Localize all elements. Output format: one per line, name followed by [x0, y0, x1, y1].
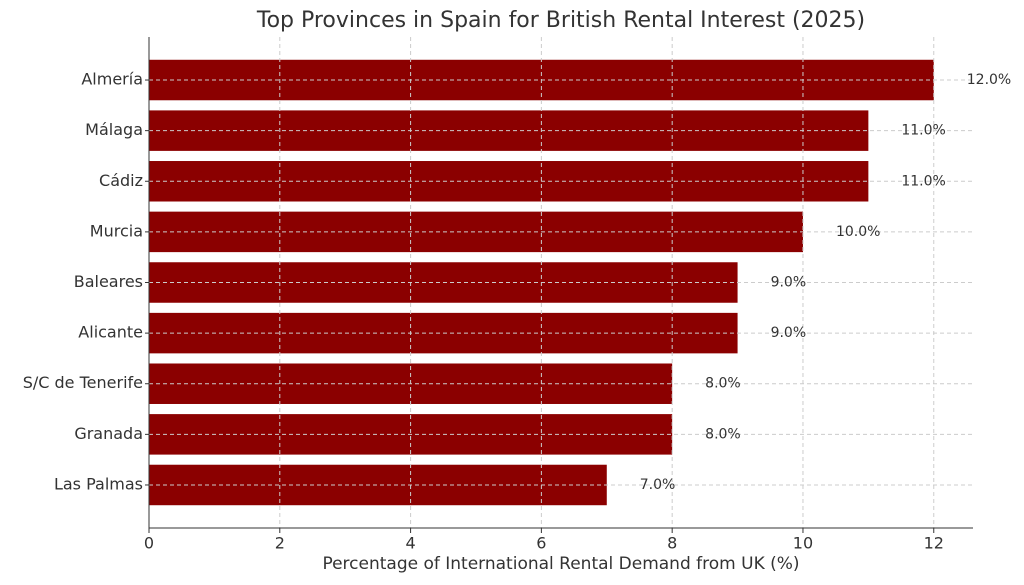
- x-tick-label: 6: [536, 534, 546, 553]
- y-tick-label: Las Palmas: [54, 474, 143, 493]
- chart-title: Top Provinces in Spain for British Renta…: [256, 8, 865, 33]
- x-tick-label: 2: [275, 534, 285, 553]
- x-axis-label: Percentage of International Rental Deman…: [322, 554, 799, 574]
- y-tick-label: Alicante: [78, 323, 143, 342]
- y-tick-label: Murcia: [90, 221, 143, 240]
- value-label: 7.0%: [640, 477, 676, 493]
- value-label: 9.0%: [771, 275, 807, 291]
- bar: [149, 464, 607, 506]
- value-label: 9.0%: [771, 325, 807, 341]
- value-label: 10.0%: [836, 224, 880, 240]
- value-label: 11.0%: [901, 123, 945, 139]
- value-label: 8.0%: [705, 426, 741, 442]
- x-tick-label: 0: [144, 534, 154, 553]
- value-label: 11.0%: [901, 173, 945, 189]
- y-tick-label: Málaga: [85, 120, 143, 139]
- x-tick-label: 10: [793, 534, 813, 553]
- y-tick-label: S/C de Tenerife: [23, 373, 143, 392]
- y-tick-label: Cádiz: [99, 171, 143, 190]
- x-tick-label: 8: [667, 534, 677, 553]
- value-label: 8.0%: [705, 376, 741, 392]
- y-tick-label: Baleares: [74, 272, 143, 291]
- x-tick-label: 4: [405, 534, 415, 553]
- value-label: 12.0%: [967, 72, 1011, 88]
- x-tick-label: 12: [924, 534, 944, 553]
- y-tick-label: Granada: [74, 424, 143, 443]
- y-tick-label: Almería: [81, 70, 143, 89]
